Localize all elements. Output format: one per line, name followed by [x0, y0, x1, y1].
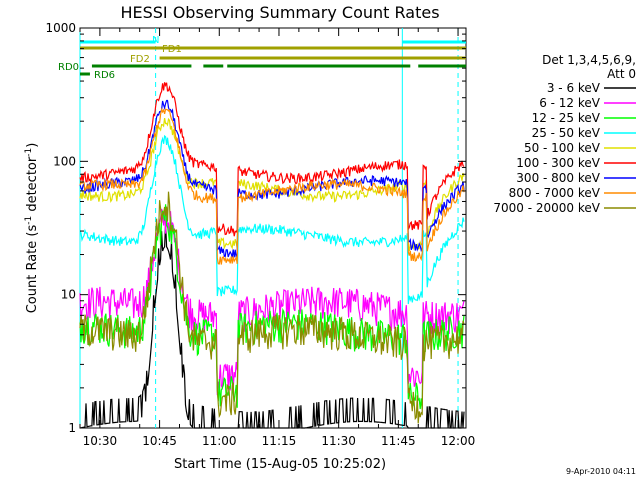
y-axis-label: Count Rate (s-1 detector-1)	[24, 143, 40, 314]
flag-label-rd6: RD6	[94, 70, 115, 81]
x-tick-label: 10:45	[142, 434, 177, 448]
y-tick-label: 100	[53, 154, 76, 168]
flag-label-fd2: FD2	[130, 54, 150, 65]
footer-date: 9-Apr-2010 04:11	[566, 467, 636, 476]
legend-title-1: Det 1,3,4,5,6,9,	[542, 53, 636, 67]
legend-label: 3 - 6 keV	[547, 81, 601, 95]
y-tick-label: 10	[61, 288, 76, 302]
legend-label: 50 - 100 keV	[524, 141, 601, 155]
x-axis-label: Start Time (15-Aug-05 10:25:02)	[174, 457, 386, 472]
chart-title: HESSI Observing Summary Count Rates	[120, 3, 439, 22]
legend-title-2: Att 0	[607, 67, 636, 81]
y-tick-label: 1000	[45, 21, 76, 35]
y-tick-label: 1	[68, 421, 76, 435]
count-rate-chart: HESSI Observing Summary Count Rates NFD1…	[0, 0, 640, 480]
legend-label: 12 - 25 keV	[532, 111, 601, 125]
y-axis-label-sup: -1	[24, 216, 34, 225]
x-tick-label: 11:45	[381, 434, 416, 448]
x-tick-label: 11:00	[202, 434, 237, 448]
y-axis-label-detector: detector	[25, 156, 40, 216]
legend-label: 7000 - 20000 keV	[493, 201, 600, 215]
x-tick-label: 10:30	[83, 434, 118, 448]
flag-label-fd1: FD1	[162, 44, 182, 55]
legend-label: 800 - 7000 keV	[509, 186, 601, 200]
x-tick-label: 11:30	[321, 434, 356, 448]
x-tick-label: 11:15	[262, 434, 297, 448]
y-axis-label-end: )	[25, 143, 40, 148]
x-tick-label: 12:00	[441, 434, 476, 448]
legend-label: 6 - 12 keV	[539, 96, 601, 110]
legend-label: 300 - 800 keV	[516, 171, 600, 185]
legend-label: 100 - 300 keV	[516, 156, 600, 170]
flag-label-rd0: RD0	[58, 62, 79, 73]
legend-label: 25 - 50 keV	[532, 126, 601, 140]
y-axis-label-main: Count Rate (s	[25, 225, 40, 314]
y-axis-label-sup-2: -1	[24, 148, 34, 157]
flag-label-n: N	[152, 35, 159, 46]
